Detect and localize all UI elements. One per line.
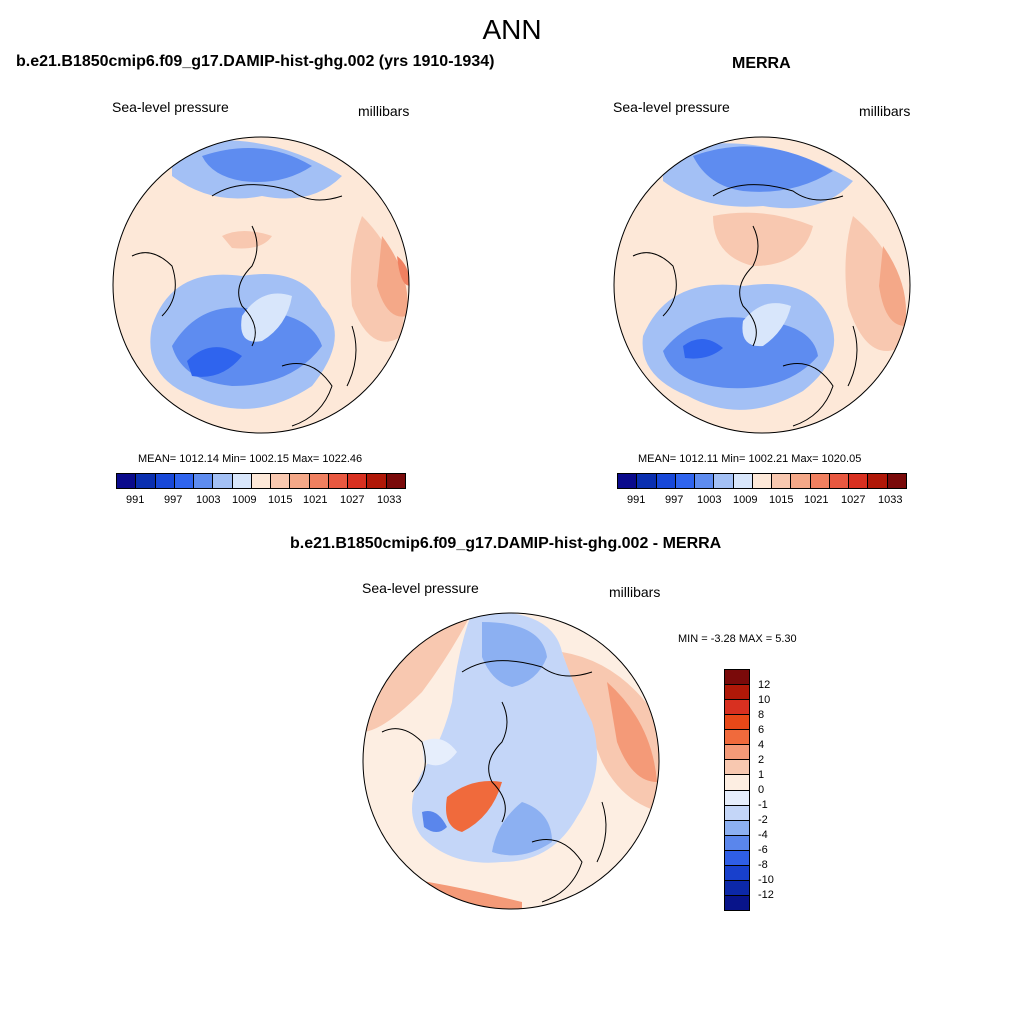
colorbar-cell — [725, 820, 749, 836]
colorbar-cell — [829, 474, 850, 488]
diff-units-label: millibars — [609, 584, 661, 600]
left-colorbar-tick: 1033 — [377, 494, 402, 506]
left-colorbar-tick: 1015 — [268, 494, 293, 506]
right-colorbar-tick: 1003 — [697, 494, 722, 506]
colorbar-cell — [725, 715, 749, 731]
colorbar-cell — [849, 474, 869, 488]
colorbar-cell — [618, 474, 638, 488]
left-colorbar — [116, 473, 406, 489]
colorbar-cell — [772, 474, 792, 488]
right-colorbar-tick: 1015 — [769, 494, 794, 506]
left-panel-title: b.e21.B1850cmip6.f09_g17.DAMIP-hist-ghg.… — [16, 53, 495, 70]
diff-colorbar — [724, 669, 750, 911]
colorbar-cell — [791, 474, 811, 488]
colorbar-cell — [637, 474, 657, 488]
right-colorbar-tick: 997 — [665, 494, 684, 506]
diff-colorbar-tick: -1 — [758, 799, 768, 811]
colorbar-cell — [725, 670, 749, 686]
colorbar-cell — [174, 474, 195, 488]
colorbar-cell — [725, 730, 749, 746]
right-colorbar — [617, 473, 907, 489]
colorbar-cell — [725, 895, 749, 910]
left-colorbar-tick: 997 — [164, 494, 183, 506]
left-polar-map — [112, 136, 410, 434]
right-colorbar-tick: 1027 — [841, 494, 866, 506]
right-polar-map — [613, 136, 911, 434]
colorbar-cell — [117, 474, 137, 488]
colorbar-cell — [725, 850, 749, 866]
colorbar-cell — [367, 474, 387, 488]
left-colorbar-tick: 1027 — [340, 494, 365, 506]
diff-colorbar-tick: 4 — [758, 739, 765, 751]
colorbar-cell — [887, 474, 906, 488]
left-units-label: millibars — [358, 103, 410, 119]
colorbar-cell — [675, 474, 696, 488]
colorbar-cell — [328, 474, 349, 488]
colorbar-cell — [309, 474, 329, 488]
colorbar-cell — [725, 700, 749, 716]
main-title: ANN — [482, 14, 542, 45]
colorbar-cell — [725, 805, 749, 821]
left-variable-label: Sea-level pressure — [112, 99, 229, 115]
left-colorbar-tick: 1021 — [303, 494, 328, 506]
colorbar-cell — [695, 474, 715, 488]
colorbar-cell — [194, 474, 214, 488]
diff-colorbar-tick: -12 — [758, 889, 774, 901]
colorbar-cell — [752, 474, 773, 488]
diff-colorbar-tick: -2 — [758, 814, 768, 826]
right-stats: MEAN= 1012.11 Min= 1002.21 Max= 1020.05 — [638, 453, 862, 465]
diff-variable-label: Sea-level pressure — [362, 580, 479, 596]
colorbar-cell — [733, 474, 753, 488]
colorbar-cell — [656, 474, 676, 488]
colorbar-cell — [725, 685, 749, 701]
right-colorbar-tick: 1033 — [878, 494, 903, 506]
diff-colorbar-tick: -8 — [758, 859, 768, 871]
diff-colorbar-tick: 12 — [758, 679, 771, 691]
colorbar-cell — [290, 474, 310, 488]
diff-colorbar-tick: -4 — [758, 829, 768, 841]
diff-colorbar-tick: -6 — [758, 844, 768, 856]
colorbar-cell — [868, 474, 888, 488]
diff-colorbar-tick: 6 — [758, 724, 765, 736]
right-colorbar-tick: 1009 — [733, 494, 758, 506]
right-units-label: millibars — [859, 103, 911, 119]
colorbar-cell — [714, 474, 734, 488]
left-stats: MEAN= 1012.14 Min= 1002.15 Max= 1022.46 — [138, 453, 363, 465]
colorbar-cell — [271, 474, 291, 488]
colorbar-cell — [810, 474, 830, 488]
diff-colorbar-tick: 2 — [758, 754, 765, 766]
diff-polar-map — [362, 612, 660, 910]
colorbar-cell — [725, 790, 749, 806]
diff-colorbar-tick: -10 — [758, 874, 774, 886]
colorbar-cell — [725, 760, 749, 776]
left-colorbar-tick: 991 — [126, 494, 145, 506]
diff-panel-title: b.e21.B1850cmip6.f09_g17.DAMIP-hist-ghg.… — [290, 535, 722, 552]
diff-colorbar-tick: 0 — [758, 784, 765, 796]
colorbar-cell — [725, 865, 749, 881]
colorbar-cell — [725, 745, 749, 761]
colorbar-cell — [725, 835, 749, 851]
colorbar-cell — [725, 775, 749, 791]
left-colorbar-tick: 1009 — [232, 494, 257, 506]
right-panel-title: MERRA — [732, 55, 791, 72]
diff-colorbar-tick: 8 — [758, 709, 765, 721]
right-colorbar-tick: 1021 — [804, 494, 829, 506]
left-colorbar-tick: 1003 — [196, 494, 221, 506]
diff-colorbar-tick: 10 — [758, 694, 771, 706]
diff-stats: MIN = -3.28 MAX = 5.30 — [678, 633, 797, 645]
colorbar-cell — [725, 880, 749, 896]
colorbar-cell — [251, 474, 272, 488]
right-variable-label: Sea-level pressure — [613, 99, 730, 115]
colorbar-cell — [232, 474, 252, 488]
colorbar-cell — [386, 474, 405, 488]
colorbar-cell — [348, 474, 368, 488]
right-colorbar-tick: 991 — [627, 494, 646, 506]
colorbar-cell — [213, 474, 233, 488]
colorbar-cell — [136, 474, 156, 488]
diff-colorbar-tick: 1 — [758, 769, 765, 781]
colorbar-cell — [155, 474, 175, 488]
